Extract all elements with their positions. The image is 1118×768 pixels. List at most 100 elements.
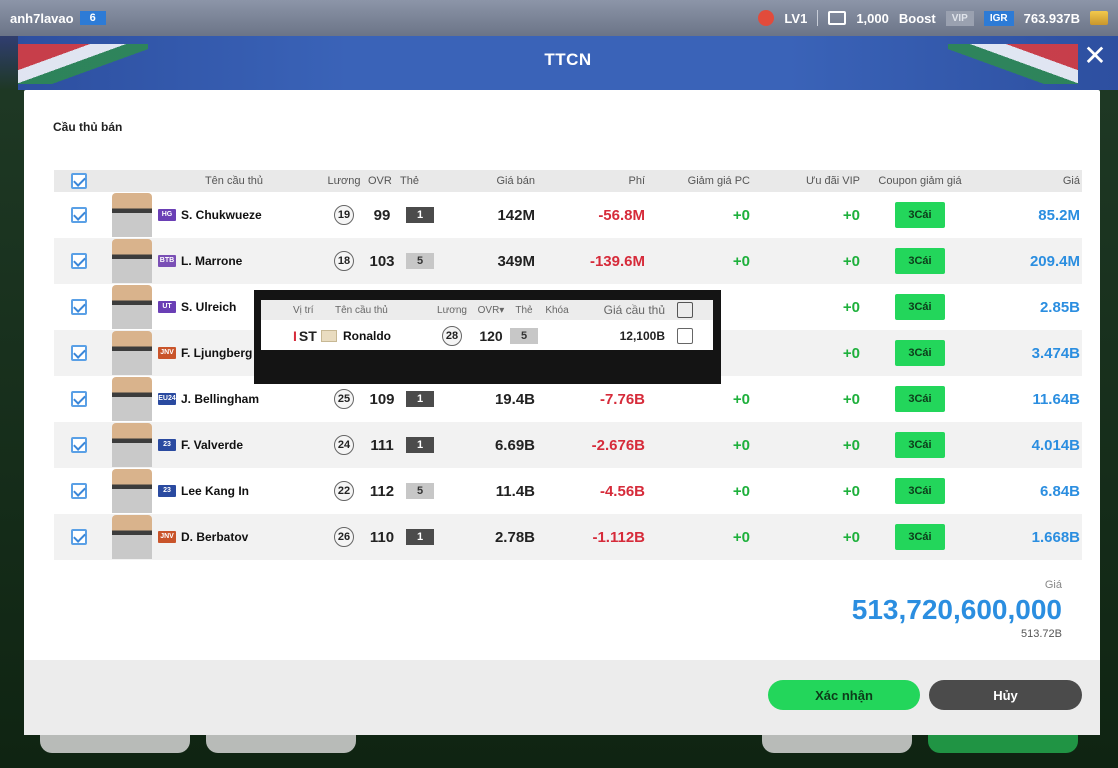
final-price: 4.014B: [1031, 436, 1080, 454]
row-checkbox[interactable]: [71, 529, 87, 545]
popup-col-position: Vị trí: [293, 304, 314, 316]
sell-price: 2.78B: [494, 528, 535, 546]
vip-bonus: +0: [842, 298, 860, 316]
username: anh7lavao: [10, 10, 74, 26]
salary-badge: 28: [442, 326, 462, 346]
ovr-value: 99: [373, 206, 391, 224]
coin-icon: [1090, 11, 1108, 25]
row-checkbox[interactable]: [71, 299, 87, 315]
table-row[interactable]: 23 F. Valverde 24 111 1 6.69B -2.676B +0…: [54, 422, 1082, 468]
season-badge-icon: EU24: [158, 393, 176, 405]
row-checkbox[interactable]: [71, 483, 87, 499]
row-checkbox[interactable]: [71, 391, 87, 407]
pc-discount: +0: [732, 436, 750, 454]
section-title: Cầu thủ bán: [53, 120, 123, 134]
header-banner: TTCN: [18, 36, 1118, 90]
vip-bonus: +0: [842, 206, 860, 224]
level-face-icon: [758, 10, 775, 26]
close-icon[interactable]: ✕: [1083, 39, 1107, 72]
vip-bonus: +0: [842, 528, 860, 546]
position-label: ST: [298, 328, 317, 344]
page-title: TTCN: [544, 50, 592, 69]
table-row[interactable]: 23 Lee Kang In 22 112 5 11.4B -4.56B +0 …: [54, 468, 1082, 514]
coupon-button[interactable]: 3Cái: [895, 294, 945, 320]
pc-discount: +0: [732, 528, 750, 546]
grade-badge: 5: [510, 328, 538, 344]
popup-player-checkbox[interactable]: [677, 328, 693, 344]
confirm-button[interactable]: Xác nhận: [768, 680, 920, 710]
currency-bar: LV1 1,000 Boost VIP IGR 763.937B: [758, 10, 1108, 26]
col-pc-discount: Giảm giá PC: [687, 175, 750, 187]
row-checkbox[interactable]: [71, 253, 87, 269]
popup-player-name-label: Ronaldo: [343, 329, 391, 343]
final-price: 209.4M: [1029, 252, 1080, 270]
row-checkbox[interactable]: [71, 437, 87, 453]
salary-badge: 19: [334, 205, 354, 225]
player-name: D. Berbatov: [181, 530, 249, 544]
players-table: Tên cầu thủ Lương OVR Thẻ Giá bán Phí Gi…: [54, 170, 1082, 560]
table-row[interactable]: UT S. Ulreich +0 3Cái 2.85B: [54, 284, 1082, 330]
vip-bonus: +0: [842, 482, 860, 500]
final-price: 11.64B: [1032, 390, 1080, 408]
popup-select-all-checkbox[interactable]: [677, 302, 693, 318]
total-value: 513,720,600,000: [851, 594, 1062, 625]
banner-decoration-right: [948, 44, 1078, 84]
vip-tag: VIP: [945, 10, 974, 26]
cancel-button[interactable]: Hủy: [929, 680, 1082, 710]
grade-badge: 1: [406, 391, 434, 407]
row-checkbox[interactable]: [71, 345, 87, 361]
sell-price: 6.69B: [494, 436, 535, 454]
pc-discount: +0: [732, 482, 750, 500]
coupon-button[interactable]: 3Cái: [895, 248, 945, 274]
popup-col-ovr[interactable]: OVR▾: [477, 304, 505, 316]
table-row[interactable]: HG S. Chukwueze 19 99 1 142M -56.8M +0 +…: [54, 192, 1082, 238]
popup-player-row[interactable]: I ST Ronaldo 28 120 5 12,100B: [261, 320, 713, 352]
coupon-button[interactable]: 3Cái: [895, 386, 945, 412]
season-badge-icon: 23: [158, 485, 176, 497]
fee: -56.8M: [598, 206, 645, 224]
ovr-value: 110: [369, 528, 395, 546]
player-name: S. Chukwueze: [181, 208, 262, 222]
popup-ovr: 120: [479, 328, 503, 344]
player-avatar: [112, 423, 152, 467]
vip-bonus: +0: [842, 344, 860, 362]
table-header: Tên cầu thủ Lương OVR Thẻ Giá bán Phí Gi…: [54, 170, 1082, 192]
player-name: F. Ljungberg: [181, 346, 253, 360]
popup-col-player-price: Giá cầu thủ: [603, 303, 665, 317]
table-row[interactable]: EU24 J. Bellingham 25 109 1 19.4B -7.76B…: [54, 376, 1082, 422]
player-name: J. Bellingham: [181, 392, 260, 406]
player-cell: EU24 J. Bellingham: [104, 377, 324, 421]
final-price: 85.2M: [1038, 206, 1080, 224]
coupon-button[interactable]: 3Cái: [895, 478, 945, 504]
grade-badge: 1: [406, 529, 434, 545]
salary-badge: 26: [334, 527, 354, 547]
coupon-button[interactable]: 3Cái: [895, 340, 945, 366]
select-all-checkbox[interactable]: [71, 173, 87, 189]
user-level-badge: 6: [79, 11, 106, 25]
table-row[interactable]: JNV D. Berbatov 26 110 1 2.78B -1.112B +…: [54, 514, 1082, 560]
fee: -4.56B: [599, 482, 645, 500]
position-marker: I: [293, 328, 297, 344]
sell-price: 19.4B: [494, 390, 535, 408]
coupon-button[interactable]: 3Cái: [895, 432, 945, 458]
table-row[interactable]: BTB L. Marrone 18 103 5 349M -139.6M +0 …: [54, 238, 1082, 284]
pc-discount: +0: [732, 206, 750, 224]
player-cell: JNV D. Berbatov: [104, 515, 324, 559]
user-info: anh7lavao 6: [10, 11, 106, 26]
player-name: L. Marrone: [181, 254, 243, 268]
background-button: [762, 733, 912, 753]
coupon-button[interactable]: 3Cái: [895, 524, 945, 550]
player-cell: 23 Lee Kang In: [104, 469, 324, 513]
ovr-value: 103: [369, 252, 395, 270]
row-checkbox[interactable]: [71, 207, 87, 223]
col-fee: Phí: [628, 175, 645, 187]
grade-badge: 1: [406, 437, 434, 453]
boost-label[interactable]: Boost: [898, 10, 936, 26]
player-avatar: [112, 239, 152, 283]
fee: -7.76B: [599, 390, 645, 408]
col-salary: Lương: [327, 175, 361, 187]
final-price: 1.668B: [1031, 528, 1080, 546]
modal-footer: [24, 660, 1100, 735]
coupon-button[interactable]: 3Cái: [895, 202, 945, 228]
fee: -1.112B: [592, 528, 645, 546]
